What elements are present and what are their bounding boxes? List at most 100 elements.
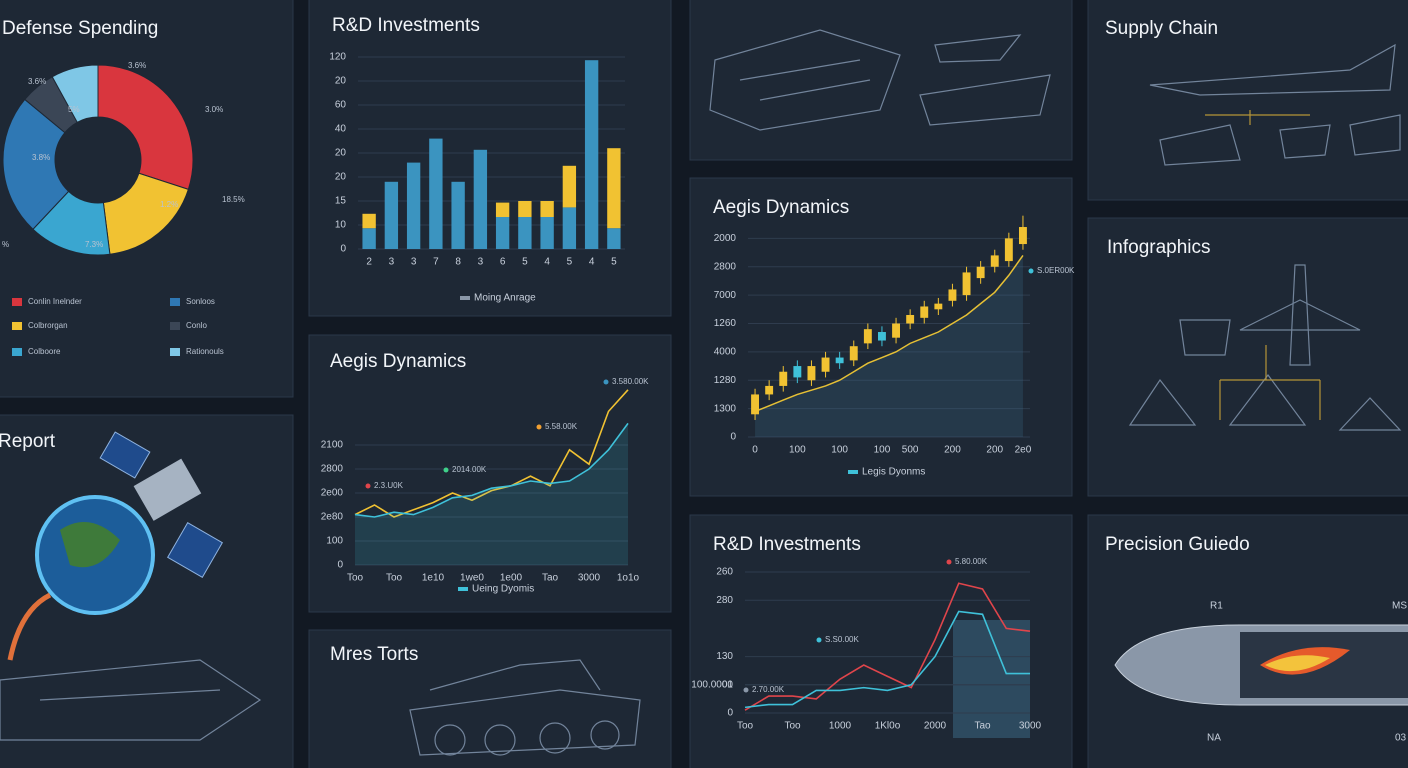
y-tick-label: 20 [335,172,347,183]
x-tick-label: 1Kl0o [875,721,901,732]
bar [562,165,577,208]
x-tick-label: Too [737,721,754,732]
annotation: 18.5% [222,195,245,204]
legend-swatch [848,470,858,474]
annotation: 5.58.00K [545,422,578,431]
y-tick-label: 0 [730,432,736,443]
line [354,422,629,518]
pie-segment [97,64,194,190]
pie-segment [2,98,70,230]
bar [362,228,376,249]
annotation-dot [536,424,542,430]
candle-body [948,289,957,301]
candle-body [892,323,900,338]
annotation-dot [603,379,609,385]
legend-swatch [170,348,180,356]
callout: MS [1392,601,1407,612]
legend-swatch [458,587,468,591]
y-tick-label: 1280 [714,375,737,386]
panel [1087,217,1408,497]
candle-body [1019,227,1027,245]
bar [406,162,421,249]
candle-body [835,357,844,364]
y-tick-label: 1260 [714,318,737,329]
x-tick-label: 2e0 [1015,445,1032,456]
y-tick-label: 20 [335,76,347,87]
x-tick-label: 5 [522,257,528,268]
y-tick-label: 2e00 [321,488,344,499]
y-tick-label: 0 [337,560,343,571]
legend-swatch [12,322,22,330]
x-tick-label: 4 [589,257,595,268]
legend-label: Conlo [186,321,207,330]
candle-body [962,272,971,296]
legend-label: Ueing Dyomis [472,584,534,595]
x-tick-label: 1o1o [617,573,640,584]
x-tick-label: Too [784,721,801,732]
panel-title: Report [0,431,56,452]
bar [473,149,488,249]
legend-label: Moing Anrage [474,293,536,304]
x-tick-label: 1000 [829,721,852,732]
y-tick-label: 2800 [321,464,344,475]
x-tick-label: 0 [752,445,758,456]
legend-label: Sonloos [186,297,215,306]
bar [607,228,621,249]
annotation: S.S0.00K [825,635,859,644]
y-tick-label: 00 [722,679,734,690]
x-tick-label: 100 [831,445,848,456]
bar [607,148,621,229]
x-tick-label: Too [386,573,403,584]
y-tick-label: 40 [335,124,347,135]
x-tick-label: 5 [611,257,617,268]
candle-body [920,306,929,318]
y-tick-label: 60 [335,100,347,111]
panel-title: Mres Torts [330,644,418,665]
annotation-dot [743,687,749,693]
bar [540,201,554,217]
annotation: S.0ER00K [1037,266,1075,275]
annotation: 3.6% [128,61,146,70]
bar [495,217,510,249]
x-tick-label: 200 [944,445,961,456]
bar [384,181,399,249]
legend-label: Legis Dyonms [862,467,925,478]
x-tick-label: 3 [478,257,484,268]
annotation: % [2,240,9,249]
x-tick-label: 3 [389,257,395,268]
candle-body [765,385,774,395]
panel-title: Infographics [1107,237,1211,258]
line [354,389,629,518]
candle-body [849,346,858,361]
annotation: 7.3% [85,240,103,249]
annotation: 3.6% [28,77,46,86]
y-tick-label: 2e80 [321,512,344,523]
callout: NA [1207,733,1221,744]
x-tick-label: 3000 [1019,721,1042,732]
chart-title: R&D Investments [713,534,861,555]
bar [451,181,465,249]
missile-illustration [1114,624,1408,706]
x-tick-label: 7 [433,257,439,268]
x-tick-label: 8 [455,257,461,268]
y-tick-label: 1300 [714,403,737,414]
candle-body [878,332,886,341]
candle-body [863,329,872,344]
annotation: 1.2% [160,200,178,209]
x-tick-label: 200 [986,445,1003,456]
line [744,610,1030,709]
annotation-dot [816,637,822,643]
x-tick-label: Too [347,573,364,584]
x-tick-label: 100 [789,445,806,456]
bar [429,138,443,249]
candle-body [821,357,830,372]
y-tick-label: 2800 [714,261,737,272]
callout: 03 [1395,733,1407,744]
y-tick-label: 100.0001 [691,679,733,690]
panel [1087,0,1408,201]
y-tick-label: 2000 [714,233,737,244]
annotation: 5.80.00K [955,557,988,566]
y-tick-label: 260 [716,567,733,578]
annotation-dot [1028,268,1034,274]
